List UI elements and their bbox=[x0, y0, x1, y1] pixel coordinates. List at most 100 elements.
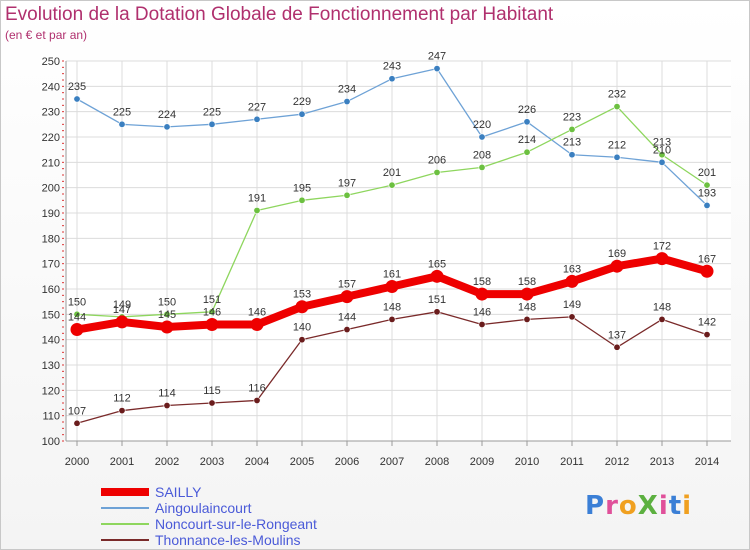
data-point-noncourt-sur-le-rongeant bbox=[478, 163, 486, 171]
proxiti-logo: ProXiti bbox=[585, 491, 692, 521]
logo-letter: i bbox=[682, 491, 693, 521]
data-label-thonnance-les-moulins: 148 bbox=[518, 301, 536, 313]
y-tick-label: 220 bbox=[42, 132, 60, 144]
data-point-thonnance-les-moulins bbox=[118, 407, 126, 415]
legend-swatch bbox=[101, 539, 149, 541]
y-tick-label: 240 bbox=[42, 81, 60, 93]
legend-item-thonnance-les-moulins: Thonnance-les-Moulins bbox=[101, 532, 317, 548]
legend-label: Thonnance-les-Moulins bbox=[155, 532, 301, 548]
data-label-noncourt-sur-le-rongeant: 197 bbox=[338, 177, 356, 189]
data-label-thonnance-les-moulins: 107 bbox=[68, 405, 86, 417]
data-point-sailly bbox=[295, 300, 309, 314]
data-point-thonnance-les-moulins bbox=[163, 402, 171, 410]
data-point-thonnance-les-moulins bbox=[343, 326, 351, 334]
data-point-thonnance-les-moulins bbox=[658, 315, 666, 323]
y-tick-label: 100 bbox=[42, 436, 60, 448]
data-label-noncourt-sur-le-rongeant: 201 bbox=[698, 167, 716, 179]
data-label-aingoulaincourt: 243 bbox=[383, 61, 401, 73]
data-point-noncourt-sur-le-rongeant bbox=[343, 191, 351, 199]
x-tick-label: 2004 bbox=[245, 456, 269, 468]
data-point-noncourt-sur-le-rongeant bbox=[208, 308, 216, 316]
chart-legend: SAILLY Aingoulaincourt Noncourt-sur-le-Ron… bbox=[101, 484, 317, 548]
data-point-aingoulaincourt bbox=[568, 151, 576, 159]
data-label-sailly: 146 bbox=[203, 306, 221, 318]
logo-letter: i bbox=[658, 491, 669, 521]
data-label-aingoulaincourt: 235 bbox=[68, 81, 86, 93]
data-point-sailly bbox=[160, 320, 174, 334]
data-point-thonnance-les-moulins bbox=[523, 315, 531, 323]
data-label-aingoulaincourt: 212 bbox=[608, 139, 626, 151]
x-tick-label: 2011 bbox=[560, 456, 584, 468]
data-point-aingoulaincourt bbox=[298, 110, 306, 118]
data-label-noncourt-sur-le-rongeant: 223 bbox=[563, 111, 581, 123]
data-point-thonnance-les-moulins bbox=[298, 336, 306, 344]
data-label-sailly: 146 bbox=[248, 306, 266, 318]
data-label-thonnance-les-moulins: 151 bbox=[428, 294, 446, 306]
data-label-sailly: 163 bbox=[563, 263, 581, 275]
y-tick-label: 160 bbox=[42, 284, 60, 296]
y-tick-label: 140 bbox=[42, 335, 60, 347]
logo-letter: X bbox=[637, 491, 659, 521]
data-label-sailly: 161 bbox=[383, 268, 401, 280]
y-tick-label: 110 bbox=[42, 411, 60, 423]
data-point-aingoulaincourt bbox=[523, 118, 531, 126]
data-label-aingoulaincourt: 193 bbox=[698, 187, 716, 199]
data-point-noncourt-sur-le-rongeant bbox=[658, 151, 666, 159]
legend-swatch bbox=[101, 507, 149, 509]
data-label-aingoulaincourt: 224 bbox=[158, 109, 176, 121]
y-tick-label: 120 bbox=[42, 385, 60, 397]
data-point-sailly bbox=[610, 259, 624, 273]
x-tick-label: 2003 bbox=[200, 456, 224, 468]
data-label-sailly: 145 bbox=[158, 309, 176, 321]
legend-item-sailly: SAILLY bbox=[101, 484, 317, 500]
x-tick-label: 2001 bbox=[110, 456, 134, 468]
data-point-noncourt-sur-le-rongeant bbox=[253, 206, 261, 214]
data-point-noncourt-sur-le-rongeant bbox=[703, 181, 711, 189]
data-point-thonnance-les-moulins bbox=[613, 343, 621, 351]
data-label-noncourt-sur-le-rongeant: 206 bbox=[428, 154, 446, 166]
data-label-sailly: 147 bbox=[113, 304, 131, 316]
data-point-sailly bbox=[565, 274, 579, 288]
data-point-noncourt-sur-le-rongeant bbox=[388, 181, 396, 189]
data-point-noncourt-sur-le-rongeant bbox=[163, 310, 171, 318]
data-point-noncourt-sur-le-rongeant bbox=[613, 103, 621, 111]
data-label-noncourt-sur-le-rongeant: 150 bbox=[68, 296, 86, 308]
data-label-thonnance-les-moulins: 140 bbox=[293, 322, 311, 334]
data-point-sailly bbox=[205, 317, 219, 331]
data-label-noncourt-sur-le-rongeant: 149 bbox=[113, 299, 131, 311]
x-tick-label: 2005 bbox=[290, 456, 314, 468]
legend-label: Noncourt-sur-le-Rongeant bbox=[155, 516, 317, 532]
data-point-aingoulaincourt bbox=[73, 95, 81, 103]
logo-letter: t bbox=[668, 491, 683, 521]
data-point-sailly bbox=[475, 287, 489, 301]
y-tick-label: 200 bbox=[42, 183, 60, 195]
y-tick-label: 150 bbox=[42, 309, 60, 321]
x-tick-label: 2012 bbox=[605, 456, 629, 468]
data-label-aingoulaincourt: 213 bbox=[563, 137, 581, 149]
data-label-sailly: 158 bbox=[473, 276, 491, 288]
legend-swatch bbox=[101, 488, 149, 496]
data-point-aingoulaincourt bbox=[703, 201, 711, 209]
data-label-thonnance-les-moulins: 144 bbox=[338, 312, 356, 324]
data-label-noncourt-sur-le-rongeant: 201 bbox=[383, 167, 401, 179]
data-point-thonnance-les-moulins bbox=[73, 419, 81, 427]
data-point-sailly bbox=[250, 317, 264, 331]
data-label-aingoulaincourt: 226 bbox=[518, 104, 536, 116]
data-label-noncourt-sur-le-rongeant: 208 bbox=[473, 149, 491, 161]
data-label-thonnance-les-moulins: 115 bbox=[203, 385, 221, 397]
y-tick-label: 210 bbox=[42, 157, 60, 169]
data-point-thonnance-les-moulins bbox=[388, 315, 396, 323]
data-point-aingoulaincourt bbox=[658, 158, 666, 166]
data-label-noncourt-sur-le-rongeant: 213 bbox=[653, 137, 671, 149]
x-tick-label: 2002 bbox=[155, 456, 179, 468]
data-label-noncourt-sur-le-rongeant: 214 bbox=[518, 134, 536, 146]
data-label-sailly: 167 bbox=[698, 253, 716, 265]
x-tick-label: 2006 bbox=[335, 456, 359, 468]
data-point-noncourt-sur-le-rongeant bbox=[298, 196, 306, 204]
x-tick-label: 2000 bbox=[65, 456, 89, 468]
y-tick-label: 230 bbox=[42, 107, 60, 119]
data-label-aingoulaincourt: 234 bbox=[338, 84, 356, 96]
data-label-aingoulaincourt: 227 bbox=[248, 101, 266, 113]
x-tick-label: 2007 bbox=[380, 456, 404, 468]
data-point-sailly bbox=[340, 290, 354, 304]
